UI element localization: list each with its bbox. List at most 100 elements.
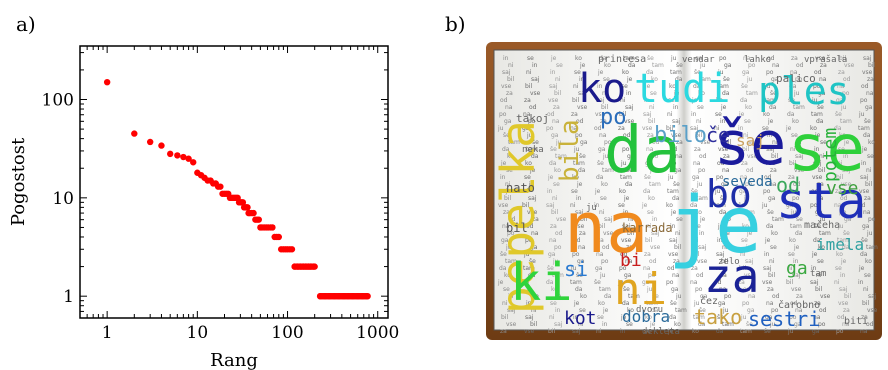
background-word: za xyxy=(838,69,845,76)
background-word: od xyxy=(746,167,754,174)
background-word: za xyxy=(791,55,798,62)
background-word: vse xyxy=(595,111,606,118)
background-word: da xyxy=(625,181,633,188)
background-word: se xyxy=(556,62,563,69)
background-word: ju xyxy=(743,195,750,202)
data-point xyxy=(180,153,187,161)
background-word: na xyxy=(772,62,780,69)
background-word: ni xyxy=(743,132,749,139)
background-word: je xyxy=(691,97,698,104)
tick-labels: 1 10 100 1000 1 10 100 xyxy=(42,91,400,343)
background-word: ni xyxy=(549,314,555,321)
background-word: za xyxy=(738,279,745,286)
background-word: po xyxy=(666,279,674,286)
background-word: na xyxy=(675,153,683,160)
background-word: vse xyxy=(697,258,708,265)
background-word: ju xyxy=(811,97,818,104)
background-word: po xyxy=(789,314,797,321)
background-word: še xyxy=(576,272,583,279)
background-word: ni xyxy=(531,307,537,314)
background-word: vse xyxy=(859,188,870,195)
background-word: od xyxy=(699,153,707,160)
background-word: in xyxy=(500,174,506,181)
background-word: od xyxy=(764,174,772,181)
background-word: ju xyxy=(819,216,826,223)
background-word: ko xyxy=(836,251,843,258)
background-word: tam xyxy=(811,111,823,118)
background-word: da xyxy=(860,251,868,258)
cloud-word: mačeha xyxy=(804,219,840,231)
cloud-word: dobra xyxy=(622,307,670,326)
background-word: tam xyxy=(740,328,752,335)
background-word: tam xyxy=(652,62,664,69)
background-word: na xyxy=(596,251,604,258)
background-word: ga xyxy=(624,272,632,279)
background-word: je xyxy=(626,76,633,83)
background-word: ni xyxy=(740,251,746,258)
background-word: se xyxy=(626,321,633,328)
background-word: in xyxy=(620,328,626,335)
background-word: ko xyxy=(839,132,846,139)
background-word: saj xyxy=(546,202,555,209)
background-word: ju xyxy=(497,125,504,132)
background-word: bil xyxy=(818,167,825,174)
background-word: še xyxy=(814,223,821,230)
data-point xyxy=(103,78,111,86)
background-word: še xyxy=(694,69,701,76)
background-word: se xyxy=(553,181,560,188)
background-word: za xyxy=(579,230,586,237)
background-word: je xyxy=(746,230,753,237)
background-word: ni xyxy=(596,328,602,335)
background-word: za xyxy=(741,160,748,167)
background-word: tam xyxy=(508,139,520,146)
background-word: da xyxy=(672,195,680,202)
background-word: in xyxy=(576,195,582,202)
background-word: se xyxy=(550,300,557,307)
background-word: tam xyxy=(746,90,758,97)
background-word: po xyxy=(724,293,732,300)
background-word: ga xyxy=(645,160,653,167)
background-word: ga xyxy=(692,174,700,181)
background-word: tam xyxy=(793,104,805,111)
background-word: po xyxy=(648,272,656,279)
background-word: tam xyxy=(696,195,708,202)
background-word: ju xyxy=(555,139,562,146)
background-word: bil xyxy=(572,97,579,104)
background-word: je xyxy=(641,202,648,209)
background-word: saj xyxy=(554,321,563,328)
background-word: tam xyxy=(602,167,614,174)
background-word: tam xyxy=(764,97,776,104)
background-word: saj xyxy=(792,272,801,279)
background-word: bil xyxy=(786,279,793,286)
background-word: za xyxy=(644,251,651,258)
background-word: ju xyxy=(693,300,700,307)
background-word: vse xyxy=(862,69,873,76)
background-word: po xyxy=(525,237,533,244)
background-word: ju xyxy=(790,209,797,216)
cloud-word: lahko xyxy=(744,55,771,65)
background-word: še xyxy=(723,76,730,83)
background-word: ko xyxy=(504,272,511,279)
background-word: vse xyxy=(577,104,588,111)
background-word: na xyxy=(860,328,868,335)
background-word: in xyxy=(738,125,744,132)
background-word: bil xyxy=(619,111,626,118)
background-word: za xyxy=(532,216,539,223)
background-word: da xyxy=(842,244,850,251)
background-word: in xyxy=(720,118,726,125)
background-word: vse xyxy=(498,202,509,209)
background-word: se xyxy=(503,286,510,293)
cloud-word: če xyxy=(706,123,730,147)
background-word: ga xyxy=(739,188,747,195)
background-word: in xyxy=(594,202,600,209)
background-word: bil xyxy=(721,258,728,265)
background-word: ga xyxy=(771,76,779,83)
background-word: tam xyxy=(699,76,711,83)
background-word: vse xyxy=(668,251,679,258)
background-word: vse xyxy=(791,286,802,293)
cloud-word: se xyxy=(788,112,865,186)
background-word: od xyxy=(555,230,563,237)
background-word: še xyxy=(644,174,651,181)
background-word: tam xyxy=(555,153,567,160)
background-word: ju xyxy=(646,286,653,293)
